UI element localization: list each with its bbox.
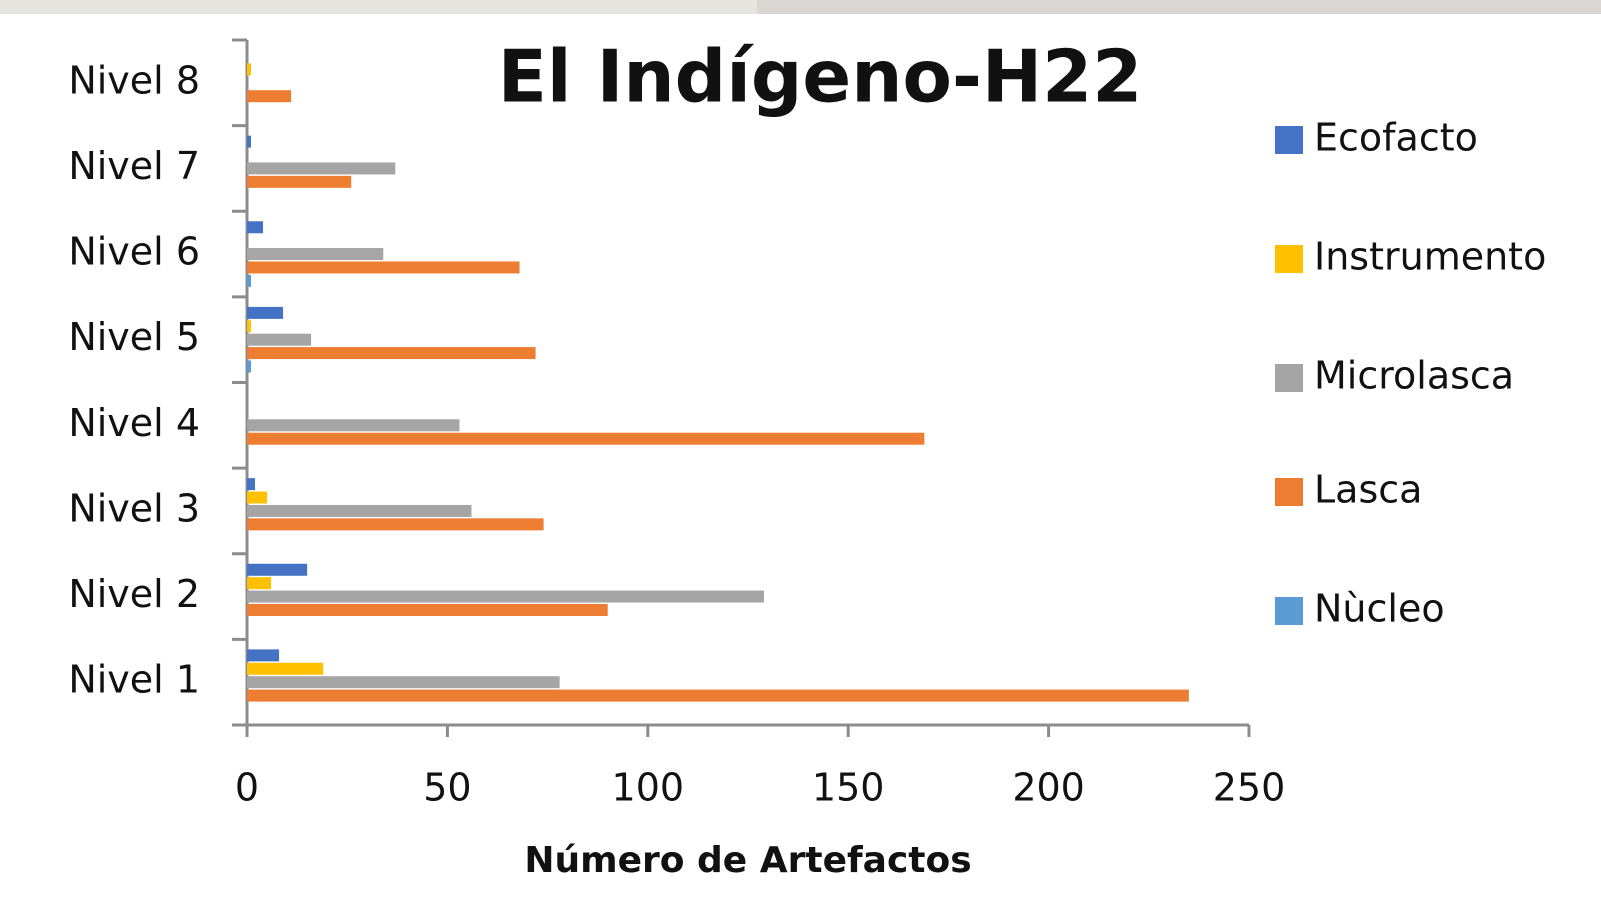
bar [247, 248, 384, 261]
bar [247, 504, 472, 517]
x-tick-label: 50 [423, 766, 471, 810]
legend-label: Microlasca [1314, 354, 1514, 398]
bar [247, 689, 1189, 702]
legend-label: Nùcleo [1314, 587, 1445, 631]
bar [247, 432, 925, 445]
y-tick-label: Nivel 3 [68, 486, 200, 530]
bar [247, 274, 252, 287]
y-tick-label: Nivel 6 [68, 230, 200, 274]
x-tick-label: 200 [1012, 766, 1085, 810]
bar [247, 577, 272, 590]
y-tick-label: Nivel 7 [68, 144, 200, 188]
bar [247, 333, 312, 346]
bar [247, 347, 536, 360]
bar [247, 135, 252, 148]
bar [247, 175, 352, 188]
legend-label: Ecofacto [1314, 116, 1478, 160]
x-tick-label: 0 [235, 766, 259, 810]
y-tick-label: Nivel 1 [68, 658, 200, 702]
bar [247, 221, 264, 234]
bar [247, 676, 560, 689]
top-strip [0, 0, 757, 14]
legend-label: Instrumento [1314, 235, 1546, 279]
bar [247, 90, 292, 103]
bar [247, 360, 252, 373]
bar [247, 649, 280, 662]
legend-swatch [1275, 364, 1303, 392]
bar [247, 518, 544, 531]
y-tick-label: Nivel 2 [68, 572, 200, 616]
bar [247, 306, 284, 319]
legend-label: Lasca [1314, 468, 1422, 512]
bar [247, 419, 460, 432]
x-tick-label: 100 [612, 766, 685, 810]
legend-swatch [1275, 478, 1303, 506]
y-tick-label: Nivel 5 [68, 315, 200, 359]
bar [247, 162, 396, 175]
x-tick-label: 250 [1213, 766, 1286, 810]
legend-swatch [1275, 245, 1303, 273]
bar [247, 63, 252, 76]
y-tick-label: Nivel 4 [68, 401, 200, 445]
bar [247, 320, 252, 333]
bar [247, 563, 308, 576]
bar [247, 491, 268, 504]
legend-swatch [1275, 597, 1303, 625]
top-strip [757, 0, 1601, 14]
x-tick-label: 150 [812, 766, 885, 810]
bar [247, 603, 608, 616]
bar [247, 478, 256, 491]
bar [247, 261, 520, 274]
bar [247, 590, 765, 603]
y-tick-label: Nivel 8 [68, 58, 200, 102]
x-axis-label: Número de Artefactos [524, 840, 971, 881]
bar [247, 662, 324, 675]
legend-swatch [1275, 126, 1303, 154]
chart-title: El Indígeno-H22 [498, 35, 1143, 119]
